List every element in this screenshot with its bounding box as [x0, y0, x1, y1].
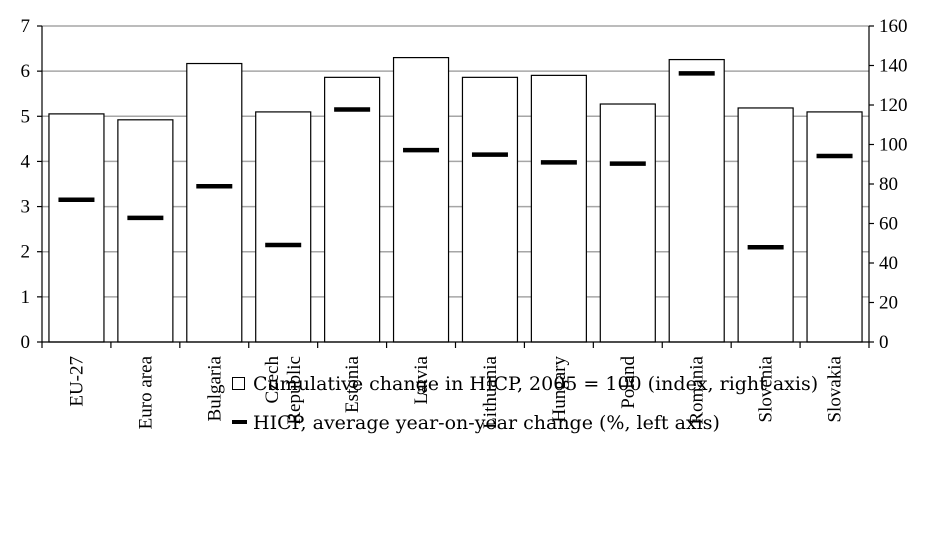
left-tick-label: 5	[21, 106, 31, 127]
bar-11	[737, 107, 794, 343]
category-label: Czech	[262, 356, 283, 404]
category-label: Euro area	[135, 355, 156, 429]
category-label: Slovakia	[825, 355, 846, 422]
category-label: Lithuania	[480, 355, 501, 428]
right-tick-label: 140	[879, 56, 908, 77]
left-tick-label: 3	[21, 197, 31, 218]
right-tick-label: 0	[879, 332, 889, 353]
bar-8	[530, 74, 587, 343]
bar-2	[117, 119, 174, 343]
bar-9	[599, 103, 656, 343]
legend-box-icon	[232, 376, 245, 390]
bar-5	[324, 76, 381, 343]
right-tick-label: 120	[879, 95, 908, 116]
right-tick-label: 160	[879, 16, 908, 37]
right-tick-label: 40	[879, 253, 898, 274]
category-label: Romania	[687, 355, 708, 424]
bar-10	[668, 58, 725, 343]
bar-12	[806, 111, 863, 343]
right-tick-label: 100	[879, 135, 908, 156]
category-label: Poland	[618, 356, 639, 409]
right-tick-label: 20	[879, 293, 898, 314]
legend-label-hicp: HICP, average year-on-year change (%, le…	[253, 412, 720, 434]
right-tick-label: 60	[879, 214, 898, 235]
bar-7	[461, 76, 519, 343]
category-label: Bulgaria	[204, 355, 225, 421]
left-tick-label: 0	[21, 332, 31, 353]
left-tick-label: 6	[21, 61, 31, 82]
category-label: Estonia	[342, 355, 363, 413]
legend-entry-hicp: HICP, average year-on-year change (%, le…	[232, 412, 720, 434]
legend-dash-icon	[232, 420, 247, 424]
left-tick-label: 7	[21, 16, 31, 37]
bar-1	[48, 113, 105, 343]
category-label: Latvia	[411, 355, 432, 404]
category-label: Slovenia	[756, 355, 777, 422]
category-label: Hungary	[549, 356, 570, 423]
bar-3	[186, 62, 243, 343]
category-label: EU-27	[66, 356, 87, 407]
bar-6	[392, 56, 450, 343]
legend-entry-cumulative: Cumulative change in HICP, 2005 = 100 (i…	[232, 373, 818, 395]
bar-4	[255, 111, 312, 343]
category-label: Republic	[284, 356, 305, 425]
right-tick-label: 80	[879, 174, 898, 195]
left-tick-label: 4	[21, 151, 31, 172]
left-tick-label: 2	[21, 242, 31, 263]
legend-label-cumulative: Cumulative change in HICP, 2005 = 100 (i…	[253, 373, 819, 395]
left-tick-label: 1	[21, 287, 31, 308]
